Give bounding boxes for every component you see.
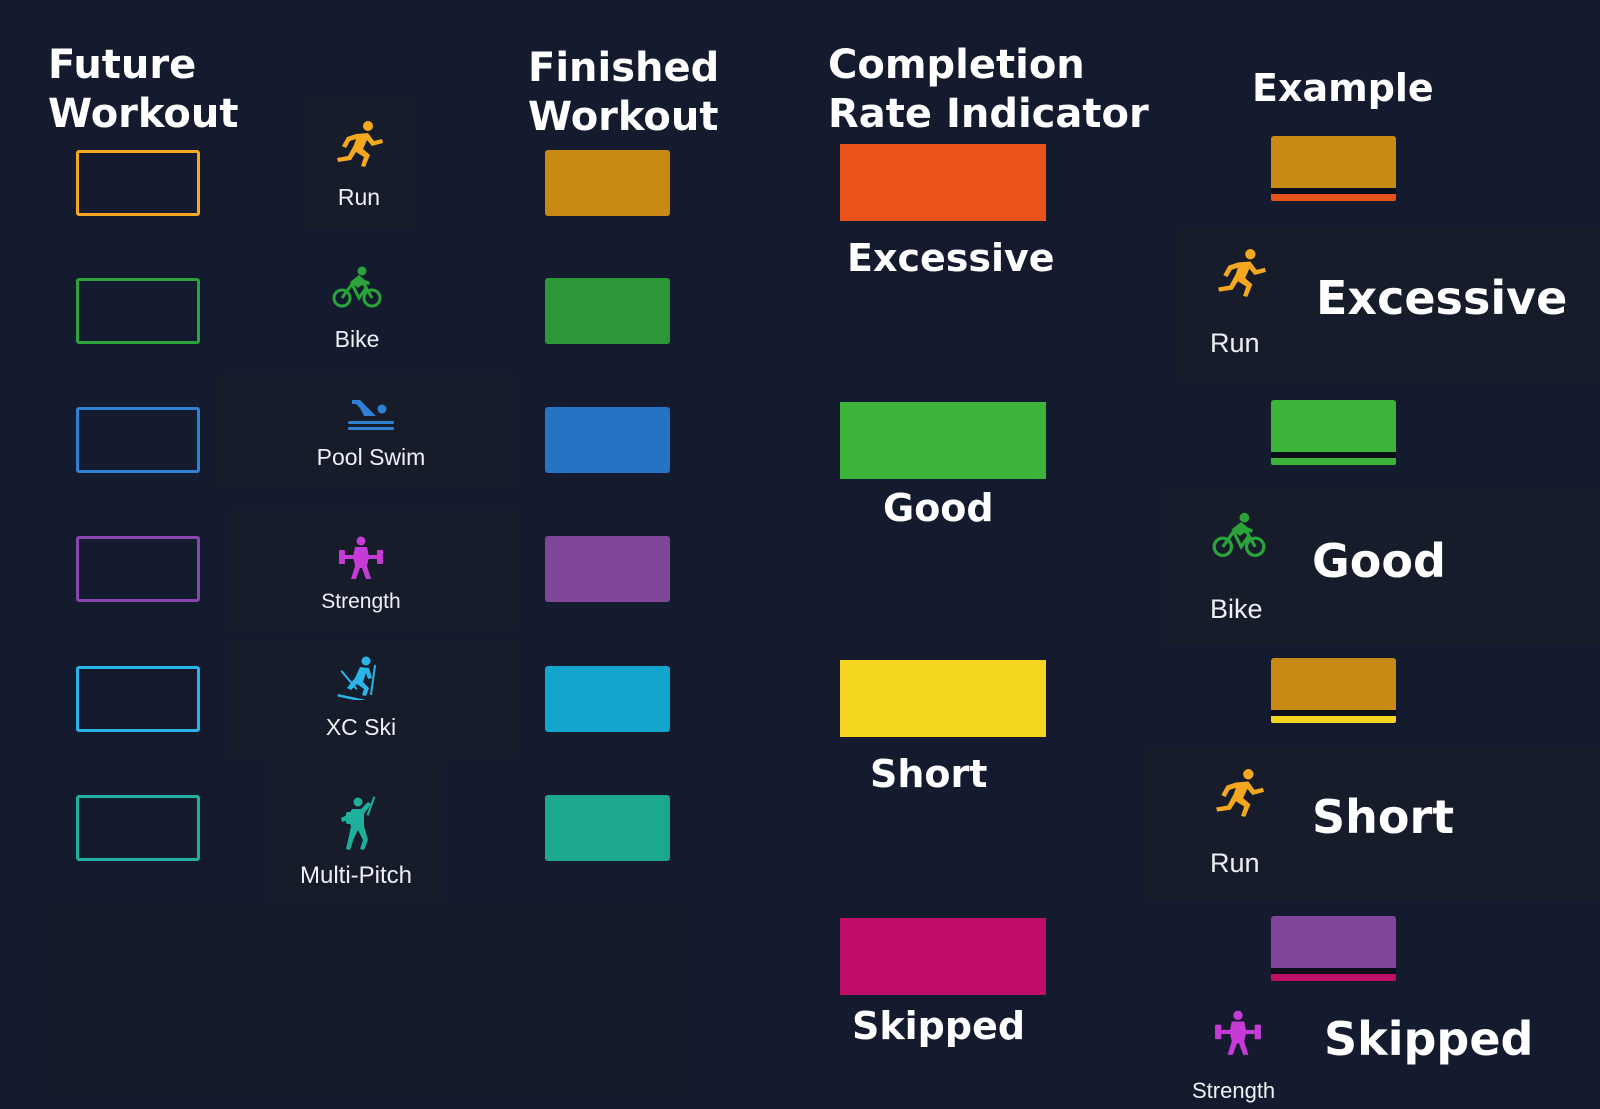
activity-tile-run: Run: [304, 98, 414, 228]
activity-label: XC Ski: [325, 714, 397, 740]
bike-icon: [332, 266, 382, 308]
skier-icon: [337, 656, 377, 700]
activity-label: Multi-Pitch: [299, 862, 413, 889]
finished-workout-box-multi-pitch: [545, 795, 670, 861]
example-rate-label: Excessive: [1316, 271, 1568, 325]
swimmer-icon: [348, 400, 394, 430]
example-bar-bike-good: [1271, 400, 1396, 465]
weightlifter-icon: [1215, 1010, 1261, 1055]
example-panel-run-short: Run Short: [1146, 748, 1600, 900]
activity-tile-strength: Strength: [300, 520, 422, 632]
example-panel-strength-skipped: Strength Skipped: [1180, 1000, 1600, 1109]
example-header: Example: [1252, 66, 1434, 110]
activity-tile-bike: Bike: [304, 248, 410, 374]
example-panel-bike-good: Bike Good: [1166, 490, 1600, 644]
example-rate-label: Good: [1312, 534, 1446, 588]
completion-bar-short: [840, 660, 1046, 737]
runner-icon: [337, 121, 383, 167]
background-panel: [52, 905, 692, 1097]
activity-tile-xc-ski: XC Ski: [296, 640, 426, 760]
completion-bar-excessive: [840, 144, 1046, 221]
example-rate-label: Short: [1312, 790, 1455, 844]
example-rate-label: Skipped: [1324, 1012, 1534, 1066]
activity-label: Bike: [334, 326, 380, 352]
example-activity-label: Bike: [1210, 594, 1263, 624]
future-workout-box-strength: [76, 536, 200, 602]
example-bar-run-short: [1271, 658, 1396, 723]
finished-workout-box-run: [545, 150, 670, 216]
activity-label: Pool Swim: [316, 444, 426, 470]
example-bar-run-excessive: [1271, 136, 1396, 201]
future-workout-box-run: [76, 150, 200, 216]
activity-label: Strength: [321, 590, 401, 613]
finished-workout-box-strength: [545, 536, 670, 602]
climber-icon: [341, 796, 376, 850]
bike-icon: [1212, 512, 1266, 558]
finished-workout-box-bike: [545, 278, 670, 344]
future-workout-box-xc-ski: [76, 666, 200, 732]
finished-workout-box-pool-swim: [545, 407, 670, 473]
completion-label-skipped: Skipped: [852, 1004, 1026, 1048]
completion-bar-skipped: [840, 918, 1046, 995]
future-workout-box-bike: [76, 278, 200, 344]
weightlifter-icon: [339, 536, 383, 579]
activity-tile-pool-swim: Pool Swim: [296, 380, 446, 488]
completion-rate-header: Completion Rate Indicator: [828, 42, 1149, 137]
example-activity-label: Run: [1210, 848, 1260, 878]
runner-icon: [1216, 769, 1264, 817]
future-workout-box-multi-pitch: [76, 795, 200, 861]
runner-icon: [1218, 249, 1266, 297]
activity-tile-multi-pitch: Multi-Pitch: [270, 762, 442, 902]
example-activity-label: Run: [1210, 328, 1260, 358]
future-workout-header: Future Workout: [48, 42, 239, 137]
example-activity-label: Strength: [1192, 1078, 1276, 1103]
activity-label: Run: [337, 184, 381, 210]
completion-label-short: Short: [870, 752, 988, 796]
future-workout-box-pool-swim: [76, 407, 200, 473]
example-bar-strength-skipped: [1271, 916, 1396, 981]
completion-label-excessive: Excessive: [847, 236, 1055, 280]
completion-bar-good: [840, 402, 1046, 479]
completion-label-good: Good: [883, 486, 994, 530]
example-panel-run-excessive: Run Excessive: [1178, 228, 1600, 382]
finished-workout-box-xc-ski: [545, 666, 670, 732]
finished-workout-header: Finished Workout: [528, 45, 720, 140]
